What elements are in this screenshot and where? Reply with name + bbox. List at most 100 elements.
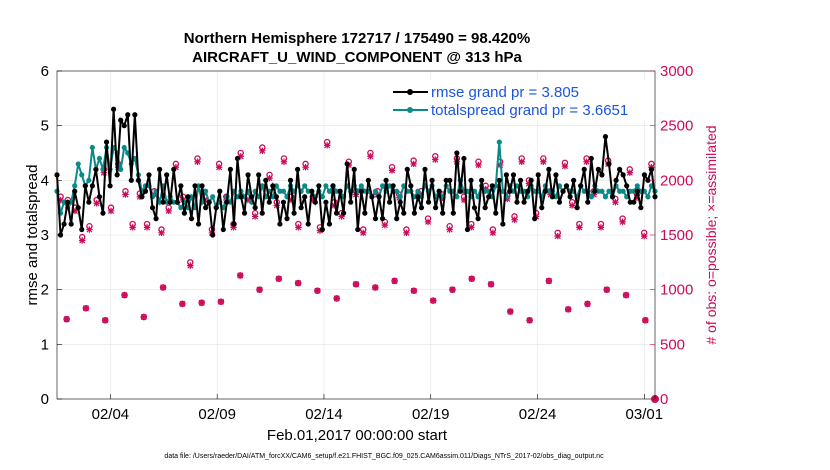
rmse-point bbox=[528, 177, 534, 183]
rmse-point bbox=[287, 177, 294, 183]
totalspread-point bbox=[72, 183, 78, 189]
rmse-point bbox=[199, 183, 205, 189]
rmse-point bbox=[408, 183, 414, 189]
rmse-point bbox=[535, 172, 541, 178]
obs-assimilated-marker bbox=[532, 213, 540, 220]
rmse-point bbox=[146, 172, 152, 178]
obs-assimilated-marker bbox=[314, 287, 321, 294]
obs-assimilated-marker bbox=[251, 213, 259, 220]
rmse-point bbox=[450, 210, 456, 216]
rmse-point bbox=[181, 210, 187, 216]
rmse-point bbox=[585, 199, 591, 205]
rmse-point bbox=[454, 150, 460, 156]
rmse-point bbox=[103, 139, 110, 145]
legend-box bbox=[385, 80, 653, 120]
rmse-point bbox=[433, 205, 439, 211]
obs-assimilated-marker bbox=[244, 196, 252, 204]
obs-assimilated-marker bbox=[446, 226, 453, 233]
totalspread-point bbox=[121, 144, 127, 151]
totalspread-point bbox=[302, 183, 308, 189]
obs-assimilated-marker bbox=[256, 286, 263, 293]
rmse-point bbox=[422, 166, 428, 172]
rmse-point bbox=[149, 205, 156, 211]
totalspread-point bbox=[372, 188, 379, 194]
obs-assimilated-marker bbox=[107, 207, 115, 215]
legend-spread-marker bbox=[407, 107, 413, 113]
obs-assimilated-marker bbox=[554, 232, 561, 240]
rmse-point bbox=[284, 216, 290, 222]
y2-tick-label: 500 bbox=[660, 336, 685, 353]
rmse-point bbox=[521, 199, 527, 205]
obs-assimilated-marker bbox=[280, 158, 288, 165]
rmse-point bbox=[525, 188, 531, 194]
obs-assimilated-marker bbox=[507, 308, 514, 315]
rmse-point bbox=[217, 188, 223, 194]
x-axis-ticks: 02/04 02/09 02/14 02/19 02/24 03/01 bbox=[92, 394, 663, 423]
obs-assimilated-marker bbox=[518, 158, 525, 165]
rmse-point bbox=[171, 166, 177, 172]
obs-assimilated-marker bbox=[381, 221, 389, 229]
rmse-point bbox=[500, 221, 506, 227]
rmse-point bbox=[631, 199, 637, 205]
rmse-point bbox=[61, 221, 67, 227]
rmse-point bbox=[220, 226, 226, 233]
rmse-point bbox=[291, 210, 297, 216]
rmse-line bbox=[56, 109, 656, 236]
rmse-point bbox=[397, 199, 403, 205]
legend: rmse grand pr = 3.805 totalspread grand … bbox=[385, 80, 653, 120]
rmse-point bbox=[245, 172, 251, 178]
y2-tick-label: 1500 bbox=[660, 227, 693, 244]
obs-assimilated-marker bbox=[468, 275, 475, 282]
rmse-point bbox=[606, 161, 612, 167]
obs-assimilated-marker bbox=[432, 156, 439, 163]
rmse-point bbox=[270, 183, 276, 189]
obs-assimilated-marker bbox=[309, 196, 316, 204]
y-tick-label: 5 bbox=[41, 118, 49, 135]
rmse-point bbox=[277, 221, 283, 227]
obs-assimilated-marker bbox=[603, 286, 610, 293]
rmse-point bbox=[160, 199, 166, 205]
obs-assimilated-marker bbox=[217, 298, 225, 305]
y2-tick-label: 3000 bbox=[660, 63, 693, 80]
obs-assimilated-marker bbox=[79, 237, 86, 244]
rmse-point bbox=[461, 155, 467, 162]
rmse-point bbox=[82, 183, 88, 189]
rmse-point bbox=[153, 216, 159, 222]
rmse-point bbox=[415, 194, 421, 200]
rmse-point bbox=[560, 188, 566, 194]
rmse-point bbox=[503, 172, 509, 178]
obs-assimilated-marker bbox=[489, 229, 497, 237]
totalspread-point bbox=[379, 183, 386, 189]
obs-assimilated-marker bbox=[460, 196, 468, 204]
obs-assimilated-marker bbox=[230, 224, 237, 231]
obs-assimilated-marker bbox=[424, 218, 432, 226]
rmse-point bbox=[648, 166, 655, 172]
x-tick-label: 02/04 bbox=[92, 406, 130, 423]
rmse-point bbox=[553, 172, 559, 178]
obs-assimilated-marker bbox=[449, 286, 456, 293]
totalspread-point bbox=[89, 144, 95, 151]
obs-assimilated-marker bbox=[367, 153, 374, 160]
rmse-point bbox=[79, 226, 85, 233]
obs-assimilated-marker bbox=[165, 207, 172, 215]
obs-assimilated-marker bbox=[583, 158, 590, 165]
obs-assimilated-marker bbox=[545, 277, 553, 285]
rmse-point bbox=[510, 172, 517, 178]
rmse-point bbox=[479, 177, 485, 183]
rmse-point bbox=[330, 183, 336, 189]
rmse-point bbox=[556, 199, 563, 205]
obs-assimilated-marker bbox=[129, 224, 136, 231]
rmse-point bbox=[351, 166, 357, 172]
obs-assimilated-marker bbox=[626, 169, 633, 176]
rmse-point bbox=[65, 199, 71, 205]
obs-assimilated-marker bbox=[640, 232, 648, 240]
obs-assimilated-marker bbox=[82, 305, 90, 312]
rmse-point bbox=[326, 221, 333, 227]
rmse-point bbox=[164, 172, 170, 178]
rmse-point bbox=[468, 177, 474, 183]
obs-assimilated-marker bbox=[100, 169, 108, 176]
series-lines bbox=[54, 106, 658, 238]
y-tick-label: 2 bbox=[41, 282, 49, 299]
rmse-point bbox=[206, 199, 212, 205]
obs-assimilated-marker bbox=[633, 194, 641, 202]
